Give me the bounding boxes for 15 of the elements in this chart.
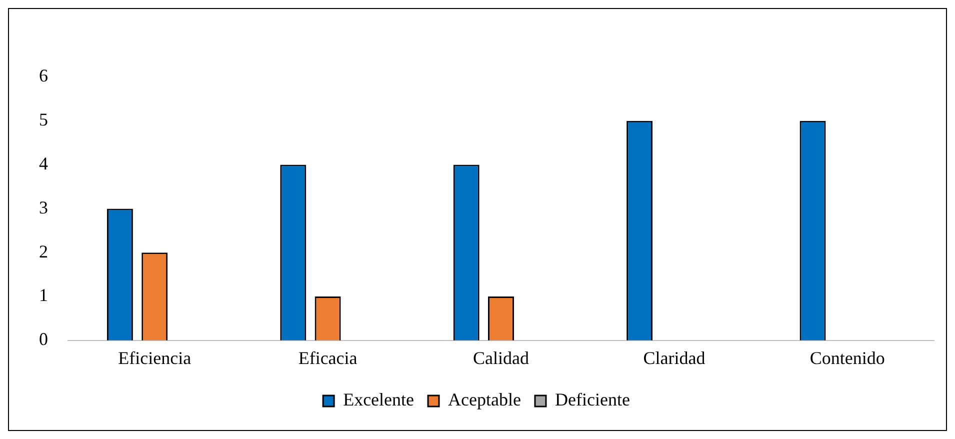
y-tick-label: 6: [39, 66, 48, 86]
legend-label: Aceptable: [448, 390, 521, 410]
x-tick-label: Contenido: [810, 348, 885, 368]
legend-label: Excelente: [343, 390, 414, 410]
y-tick-label: 0: [39, 329, 48, 350]
legend-label: Deficiente: [554, 390, 630, 410]
y-tick-label: 2: [39, 241, 48, 262]
x-tick-label: Claridad: [643, 348, 706, 368]
x-tick-label: Eficiencia: [118, 348, 192, 368]
y-tick-label: 1: [39, 285, 48, 306]
x-tick-label: Calidad: [473, 348, 529, 368]
y-tick-label: 4: [39, 154, 48, 174]
x-tick-label: Eficacia: [298, 348, 358, 368]
y-tick-label: 3: [39, 197, 48, 218]
y-tick-label: 5: [39, 110, 48, 130]
